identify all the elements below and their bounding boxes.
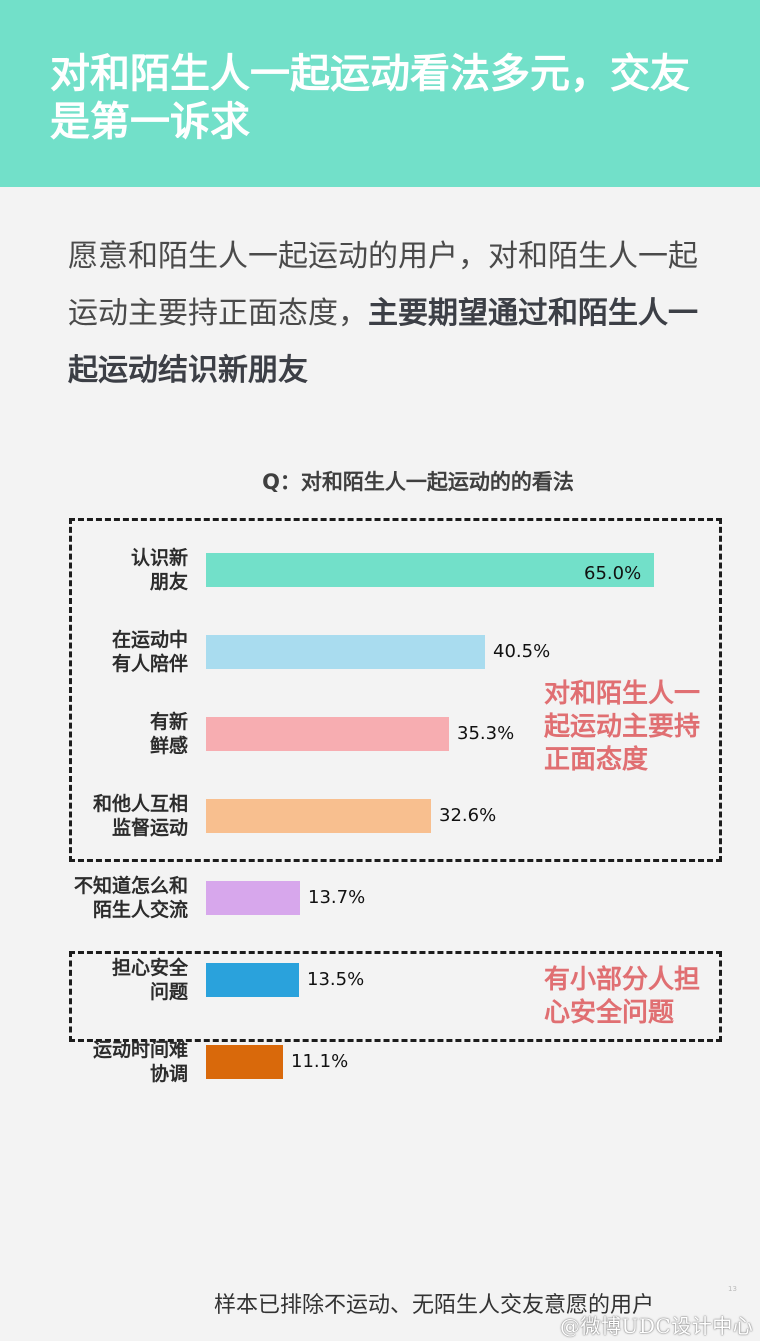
safety-concern-callout: 有小部分人担 心安全问题 [544,965,701,1028]
category-label: 和他人互相 监督运动 [92,793,188,839]
safety-concern-box [69,951,722,1042]
bar [206,635,485,669]
bar [206,963,299,997]
intro-emphasis: 主要期望通过和陌生人一起运动结识新朋友 [68,296,698,388]
intro-text: 愿意和陌生人一起运动的用户，对和陌生人一起运动主要持正面态度， [68,239,698,331]
value-label: 32.6% [439,805,497,826]
bar [206,553,654,587]
value-label: 13.5% [307,969,365,990]
value-label: 35.3% [457,723,515,744]
page-title: 对和陌生人一起运动看法多元，交友 是第一诉求 [50,51,690,145]
value-label: 13.7% [308,887,366,908]
category-label: 运动时间难 协调 [92,1039,188,1085]
header-banner: 对和陌生人一起运动看法多元，交友 是第一诉求 [0,0,760,187]
chart-title: Q：对和陌生人一起运动的的看法 [262,470,574,494]
sample-footnote: 样本已排除不运动、无陌生人交友意愿的用户 [214,1293,655,1318]
bar [206,881,300,915]
positive-attitude-box [69,518,722,862]
category-label: 有新 鲜感 [149,711,188,757]
category-label: 在运动中 有人陪伴 [111,629,188,675]
value-label: 11.1% [291,1051,349,1072]
page-number: 13 [728,1285,737,1293]
positive-attitude-callout: 对和陌生人一 起运动主要持 正面态度 [544,679,701,775]
bar [206,717,449,751]
value-label: 65.0% [584,563,642,584]
value-label: 40.5% [493,641,551,662]
intro-paragraph: 愿意和陌生人一起运动的用户，对和陌生人一起运动主要持正面态度，主要期望通过和陌生… [68,228,718,399]
watermark: @微博UDC设计中心 [560,1314,754,1338]
category-label: 担心安全 问题 [111,957,188,1003]
category-label: 不知道怎么和 陌生人交流 [73,875,188,921]
bar [206,799,431,833]
bar [206,1045,283,1079]
category-label: 认识新 朋友 [130,547,188,593]
